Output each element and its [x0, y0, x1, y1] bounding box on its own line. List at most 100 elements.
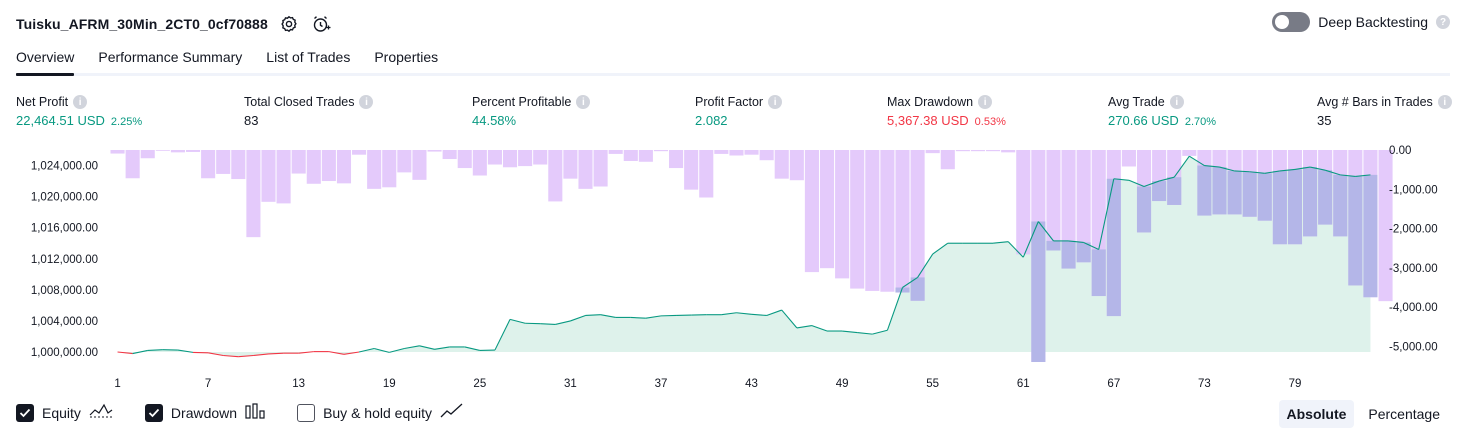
drawdown-bar[interactable] — [729, 150, 744, 156]
drawdown-bar[interactable] — [1121, 150, 1136, 167]
drawdown-bar[interactable] — [653, 150, 669, 152]
drawdown-bar[interactable] — [412, 150, 427, 180]
drawdown-bar[interactable] — [457, 150, 472, 169]
drawdown-bar[interactable] — [321, 150, 336, 182]
drawdown-bar[interactable] — [925, 150, 940, 154]
drawdown-bar[interactable] — [1076, 150, 1091, 263]
info-icon[interactable]: i — [768, 95, 783, 109]
drawdown-bar-overlap — [1363, 174, 1378, 298]
drawdown-bar[interactable] — [955, 150, 970, 152]
info-icon[interactable]: i — [1437, 95, 1452, 109]
drawdown-bar[interactable] — [669, 150, 684, 169]
drawdown-bar[interactable] — [216, 150, 231, 174]
info-icon[interactable]: i — [576, 95, 591, 109]
drawdown-bar[interactable] — [397, 150, 412, 173]
drawdown-bar[interactable] — [835, 150, 850, 279]
drawdown-bar[interactable] — [442, 150, 457, 160]
drawdown-bar[interactable] — [1182, 150, 1197, 156]
tab-overview[interactable]: Overview — [16, 44, 75, 76]
drawdown-bar[interactable] — [684, 150, 699, 190]
drawdown-bar[interactable] — [880, 150, 895, 292]
drawdown-bar[interactable] — [246, 150, 261, 238]
equity-line-segment — [1355, 174, 1371, 177]
drawdown-bar[interactable] — [367, 150, 382, 189]
percentage-button[interactable]: Percentage — [1368, 406, 1440, 422]
drawdown-bar[interactable] — [502, 150, 518, 168]
drawdown-bar[interactable] — [261, 150, 276, 202]
tab-properties[interactable]: Properties — [374, 49, 439, 65]
drawdown-bar[interactable] — [774, 150, 789, 179]
drawdown-bar[interactable] — [382, 150, 397, 188]
drawdown-bar[interactable] — [110, 150, 125, 154]
drawdown-bar[interactable] — [623, 150, 638, 161]
drawdown-bar[interactable] — [185, 150, 201, 152]
drawdown-bar[interactable] — [306, 150, 321, 184]
drawdown-bar[interactable] — [865, 150, 880, 291]
x-axis-tick: 79 — [1289, 378, 1302, 390]
drawdown-bar[interactable] — [352, 150, 367, 155]
drawdown-bar[interactable] — [336, 150, 352, 184]
drawdown-bar[interactable] — [789, 150, 804, 181]
drawdown-bar[interactable] — [1046, 150, 1061, 251]
drawdown-bar[interactable] — [201, 150, 216, 179]
buy-hold-checkbox[interactable] — [297, 403, 316, 422]
legend-buy-hold-equity[interactable]: Buy & hold equity — [297, 403, 464, 422]
info-icon[interactable]: i — [978, 95, 993, 109]
metric-avg-bars-in-trades: Avg # Bars in Trades i 35 — [1317, 94, 1452, 128]
drawdown-bar[interactable] — [170, 150, 185, 153]
drawdown-bar[interactable] — [1061, 150, 1076, 269]
drawdown-bar[interactable] — [140, 150, 155, 159]
drawdown-bar[interactable] — [1378, 150, 1393, 302]
drawdown-bar[interactable] — [472, 150, 487, 176]
drawdown-bar[interactable] — [518, 150, 533, 167]
x-axis-tick: 67 — [1107, 378, 1120, 390]
info-icon[interactable]: i — [1169, 95, 1184, 109]
drawdown-bar[interactable] — [910, 150, 925, 301]
drawdown-bar[interactable] — [714, 150, 729, 154]
drawdown-bar[interactable] — [1001, 150, 1016, 153]
drawdown-bar[interactable] — [608, 150, 623, 154]
equity-drawdown-chart[interactable]: 1,024,000.00 1,020,000.00 1,016,000.00 1,01… — [0, 140, 1466, 398]
gear-icon[interactable] — [278, 13, 300, 35]
tab-list-of-trades[interactable]: List of Trades — [266, 49, 351, 65]
drawdown-bar[interactable] — [850, 150, 865, 289]
equity-line-segment — [1234, 170, 1250, 173]
drawdown-bar[interactable] — [155, 150, 170, 151]
deep-backtesting-toggle[interactable] — [1272, 12, 1311, 32]
drawdown-bar[interactable] — [970, 150, 986, 152]
drawdown-bar[interactable] — [819, 150, 835, 269]
drawdown-bar[interactable] — [638, 150, 653, 162]
legend-drawdown[interactable]: Drawdown — [144, 403, 265, 422]
drawdown-bar[interactable] — [940, 150, 955, 170]
drawdown-bar[interactable] — [699, 150, 714, 198]
equity-checkbox[interactable] — [16, 403, 34, 422]
help-icon[interactable]: ? — [1436, 15, 1450, 29]
drawdown-bar[interactable] — [487, 150, 502, 165]
drawdown-bar[interactable] — [593, 150, 608, 187]
drawdown-bar[interactable] — [563, 150, 578, 179]
drawdown-bar[interactable] — [744, 150, 759, 155]
drawdown-bar[interactable] — [276, 150, 291, 204]
drawdown-bar[interactable] — [291, 150, 306, 174]
drawdown-bar[interactable] — [533, 150, 548, 165]
drawdown-bar[interactable] — [986, 150, 1001, 152]
tab-performance-summary[interactable]: Performance Summary — [98, 49, 243, 65]
drawdown-bar[interactable] — [125, 150, 140, 179]
drawdown-bar[interactable] — [759, 150, 774, 161]
chart-legend: Equity Drawdown Buy & hold equity — [16, 403, 496, 422]
drawdown-bar[interactable] — [1016, 150, 1031, 255]
equity-line-segment — [857, 332, 873, 335]
drawdown-bar[interactable] — [578, 150, 593, 189]
drawdown-bar[interactable] — [895, 150, 910, 293]
absolute-button[interactable]: Absolute — [1278, 400, 1355, 428]
legend-equity[interactable]: Equity — [16, 403, 113, 422]
drawdown-checkbox[interactable] — [144, 403, 163, 422]
drawdown-bar[interactable] — [548, 150, 563, 202]
info-icon[interactable]: i — [73, 95, 88, 109]
drawdown-bar[interactable] — [427, 150, 442, 152]
drawdown-bar[interactable] — [804, 150, 819, 273]
info-icon[interactable]: i — [359, 95, 374, 109]
drawdown-bar[interactable] — [231, 150, 246, 180]
alarm-clock-plus-icon[interactable] — [310, 13, 332, 35]
metric-percent: 2.25% — [110, 116, 143, 128]
